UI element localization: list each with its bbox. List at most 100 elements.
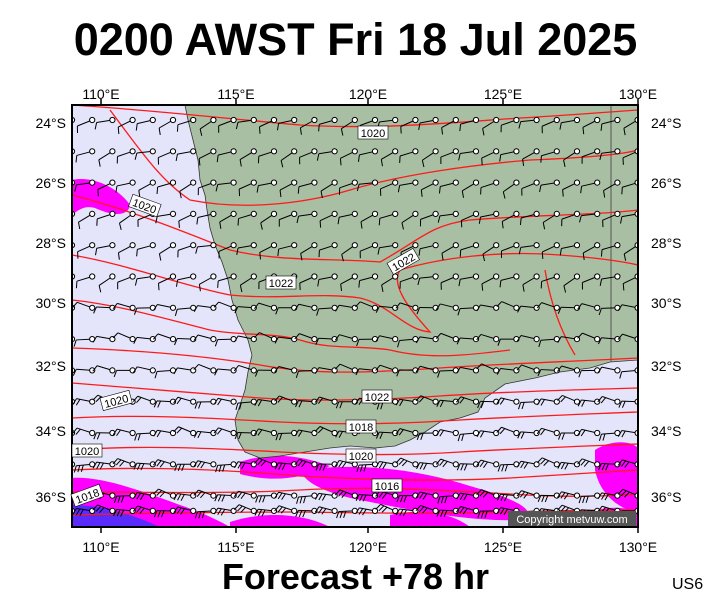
wind-barb <box>557 461 581 470</box>
wind-barb <box>481 273 500 291</box>
wind-barb <box>536 302 560 311</box>
wind-barb <box>119 210 136 230</box>
lon-label: 110°E <box>82 86 119 102</box>
isobar-label: 1022 <box>365 392 389 404</box>
wind-barb <box>196 210 217 225</box>
wind-barb <box>440 148 459 165</box>
wind-barb <box>557 491 581 500</box>
wind-barb <box>395 457 419 468</box>
wind-barb <box>92 461 116 470</box>
wind-barb <box>214 492 237 502</box>
wind-barb <box>219 210 237 229</box>
wind-barb <box>300 242 318 261</box>
wind-barb <box>254 398 278 407</box>
wind-barb <box>132 395 156 405</box>
wind-barb <box>598 461 621 471</box>
wind-barb <box>582 116 601 135</box>
wind-barb <box>260 210 278 230</box>
wind-barb <box>536 427 560 437</box>
wind-barb <box>193 489 217 499</box>
wind-barb <box>435 429 459 437</box>
wind-barb <box>274 491 298 500</box>
region-code: US6 <box>672 576 704 593</box>
wind-barb <box>319 210 338 228</box>
wind-barb <box>417 273 439 286</box>
wind-barb <box>153 459 177 468</box>
wind-barb <box>93 304 116 314</box>
wind-barb <box>538 336 560 348</box>
wind-barb <box>578 492 601 504</box>
wind-barb <box>395 302 419 311</box>
lat-label: 26°S <box>35 175 66 191</box>
wind-barb <box>134 273 156 286</box>
wind-barb <box>299 116 318 135</box>
wind-barb <box>577 428 601 437</box>
wind-barb <box>318 116 338 132</box>
wind-barb <box>254 507 278 517</box>
wind-barb <box>215 461 237 473</box>
wind-barb <box>314 396 338 405</box>
lat-label: 32°S <box>651 358 682 374</box>
wind-barb <box>115 179 136 193</box>
wind-barb <box>334 489 358 499</box>
wind-barb <box>375 461 399 470</box>
copyright-box <box>508 511 636 526</box>
wind-barb <box>518 116 540 129</box>
map-title: 0200 AWST Fri 18 Jul 2025 <box>73 14 638 65</box>
wind-barb <box>539 179 560 193</box>
wind-barb <box>173 506 197 515</box>
wind-barb <box>177 242 197 258</box>
wind-barb <box>176 116 197 132</box>
wind-barb <box>357 148 379 162</box>
wind-barb <box>277 242 298 257</box>
wind-barb <box>72 398 96 406</box>
wind-barb <box>294 333 318 343</box>
wind-barb <box>74 179 96 192</box>
wind-barb <box>436 507 459 518</box>
wind-barb <box>598 429 621 441</box>
wind-barb <box>380 148 399 167</box>
wind-barb <box>540 148 560 163</box>
wind-barb <box>153 507 177 518</box>
wind-barb <box>496 397 520 405</box>
wind-barb <box>153 488 177 499</box>
wind-barb <box>138 179 156 198</box>
wind-barb <box>259 116 278 134</box>
wind-barb <box>274 395 298 405</box>
wind-barb <box>516 364 540 374</box>
wind-barb <box>317 273 338 287</box>
wind-barb <box>214 367 237 376</box>
wind-barb <box>218 116 237 133</box>
wind-barb <box>297 179 318 194</box>
wind-barb <box>542 210 560 230</box>
wind-barb <box>254 332 278 343</box>
wind-barb <box>279 179 298 198</box>
lat-label: 34°S <box>35 423 66 439</box>
wind-barb <box>112 428 136 437</box>
wind-barb <box>255 492 278 503</box>
wind-barb <box>419 210 439 227</box>
wind-barb <box>175 273 197 287</box>
wind-barb <box>274 461 298 471</box>
lon-label: 120°E <box>349 539 387 555</box>
wind-barb <box>418 116 439 131</box>
wind-barb <box>375 335 399 343</box>
wind-barb <box>315 336 338 345</box>
wind-barb <box>355 492 379 502</box>
isobar-label-group: 1020 1020 1022 1022 1022 1020 1020 1018 … <box>70 125 420 508</box>
wind-barb <box>318 242 338 258</box>
isobar-label: 1020 <box>361 128 385 140</box>
wind-barb <box>482 116 500 136</box>
wind-barb <box>276 116 298 131</box>
wind-barb <box>557 394 581 405</box>
wind-barb <box>577 332 601 343</box>
wind-barb <box>72 301 96 311</box>
wind-barb <box>480 179 500 195</box>
wind-barb <box>356 461 379 472</box>
wind-barb <box>314 426 338 437</box>
wind-barb <box>213 301 237 311</box>
wind-barb <box>174 304 197 317</box>
wind-barb <box>519 210 540 226</box>
wind-barb <box>378 210 399 226</box>
